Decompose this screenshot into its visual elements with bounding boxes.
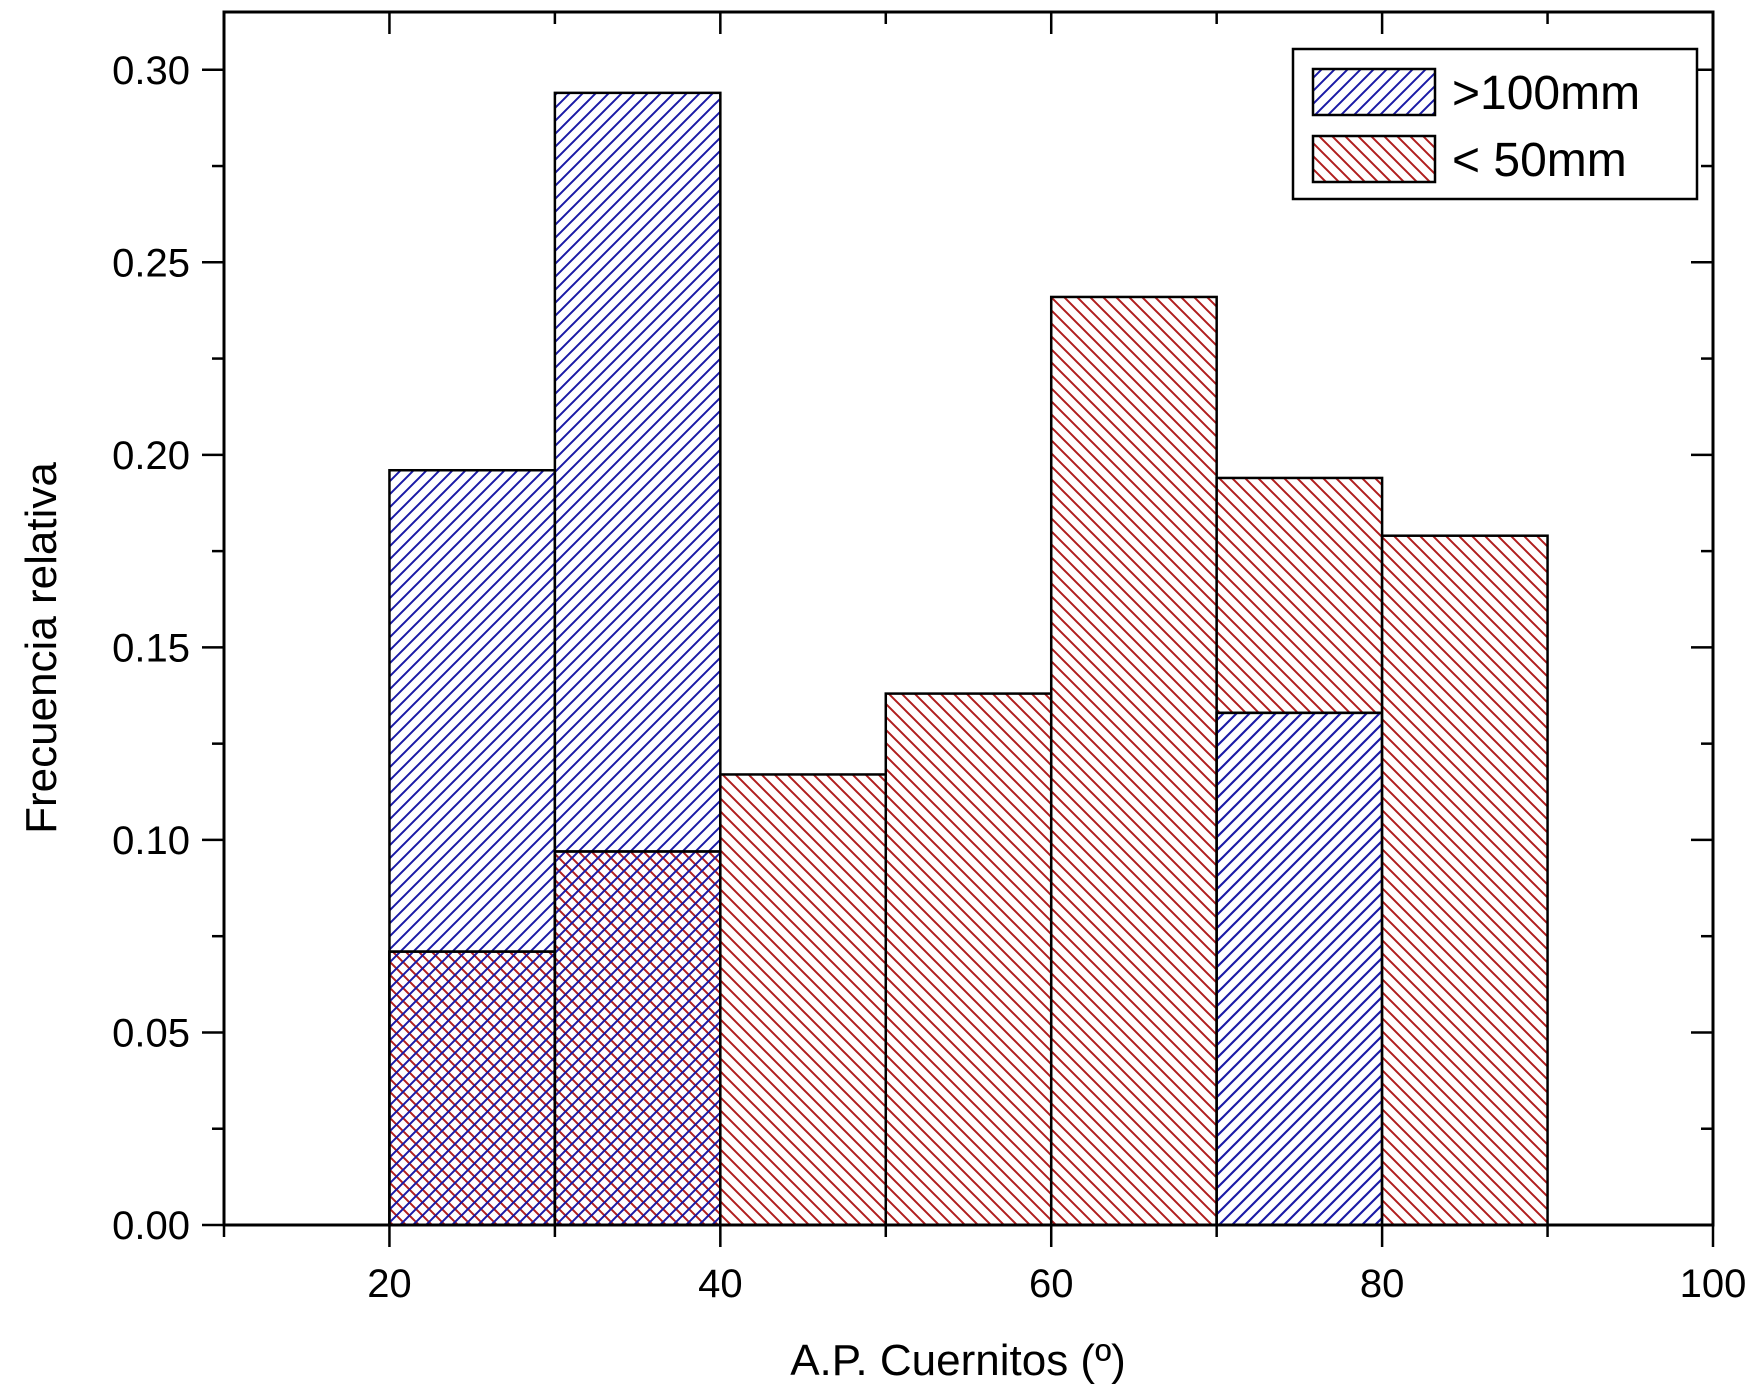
x-tick-label: 60 xyxy=(1029,1262,1074,1306)
legend-swatch-lt50mm xyxy=(1311,134,1437,184)
y-tick-label: 0.30 xyxy=(112,49,190,93)
y-tick-label: 0.00 xyxy=(112,1204,190,1248)
bar-lt50mm-40-50 xyxy=(719,773,888,1227)
x-tick-label: 40 xyxy=(698,1262,743,1306)
y-tick-label: 0.10 xyxy=(112,819,190,863)
bar-lt50mm-50-60 xyxy=(884,692,1053,1227)
x-tick-label: 80 xyxy=(1360,1262,1405,1306)
x-axis-title: A.P. Cuernitos (º) xyxy=(790,1336,1126,1385)
legend-swatch-gt100mm xyxy=(1311,67,1437,117)
bars-layer xyxy=(388,91,1549,1227)
y-tick-label: 0.05 xyxy=(112,1011,190,1055)
bar-overlap-20-30 xyxy=(388,950,557,1227)
x-tick-label: 100 xyxy=(1680,1262,1747,1306)
legend: >100mm < 50mm xyxy=(1291,47,1699,201)
bar-overlap-70-80 xyxy=(1215,711,1384,1227)
bar-overlap-30-40 xyxy=(553,850,722,1227)
y-tick-label: 0.15 xyxy=(112,626,190,670)
bar-lt50mm-80-90 xyxy=(1380,534,1549,1227)
y-tick-label: 0.25 xyxy=(112,241,190,285)
bar-lt50mm-60-70 xyxy=(1049,295,1218,1227)
legend-label-lt50mm: < 50mm xyxy=(1452,134,1627,187)
y-tick-label: 0.20 xyxy=(112,434,190,478)
y-axis-title: Frecuencia relativa xyxy=(17,462,66,834)
x-tick-label: 20 xyxy=(367,1262,412,1306)
axes-layer: 0.00 0.05 0.10 0.15 0.20 0.25 0.30 20 40 60 80 100 xyxy=(112,10,1747,1306)
legend-label-gt100mm: >100mm xyxy=(1452,67,1640,120)
plot-frame xyxy=(222,10,1715,1227)
